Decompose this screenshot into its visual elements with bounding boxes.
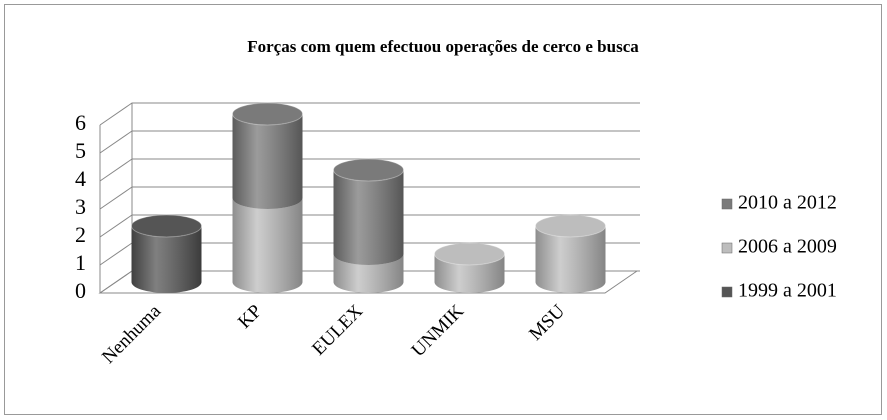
cylinder-top xyxy=(232,102,303,126)
y-tick-label: 2 xyxy=(75,222,86,247)
bar-segment xyxy=(333,254,404,293)
grid-line xyxy=(99,158,640,182)
cylinder-top xyxy=(535,214,606,238)
cylinder-shade xyxy=(131,226,202,293)
legend-label: 2010 a 2012 xyxy=(738,192,837,214)
cylinder-top xyxy=(131,214,202,238)
legend-swatch xyxy=(721,242,733,254)
cylinder-shade xyxy=(232,198,303,293)
grid-line xyxy=(99,214,640,238)
grid-line xyxy=(99,186,640,210)
y-tick-label: 0 xyxy=(75,278,86,303)
legend-label: 1999 a 2001 xyxy=(738,280,837,302)
cylinder-top xyxy=(434,242,505,266)
bar-segment xyxy=(434,242,505,293)
grid-line xyxy=(99,130,640,154)
grid-line xyxy=(99,102,640,126)
cylinder-shade xyxy=(434,254,505,293)
cylinder-top xyxy=(333,158,404,182)
bar-segment xyxy=(232,102,303,209)
chart-title: Forças com quem efectuou operações de ce… xyxy=(247,37,639,56)
cylinder-shade xyxy=(333,254,404,293)
y-tick-label: 4 xyxy=(75,166,86,191)
y-tick-label: 5 xyxy=(75,138,86,163)
bar-segment xyxy=(333,158,404,265)
legend-label: 2006 a 2009 xyxy=(738,236,837,258)
cylinder-shade xyxy=(333,170,404,265)
legend-swatch xyxy=(721,198,733,210)
bar-segment xyxy=(232,198,303,293)
chart-border xyxy=(4,4,882,415)
y-tick-label: 6 xyxy=(75,110,86,135)
cylinder-shade xyxy=(535,226,606,293)
cylinder-shade xyxy=(232,114,303,209)
bar-segment xyxy=(535,214,606,293)
y-tick-label: 3 xyxy=(75,194,86,219)
legend-swatch xyxy=(721,286,733,298)
bar-segment xyxy=(131,214,202,293)
y-tick-label: 1 xyxy=(75,250,86,275)
